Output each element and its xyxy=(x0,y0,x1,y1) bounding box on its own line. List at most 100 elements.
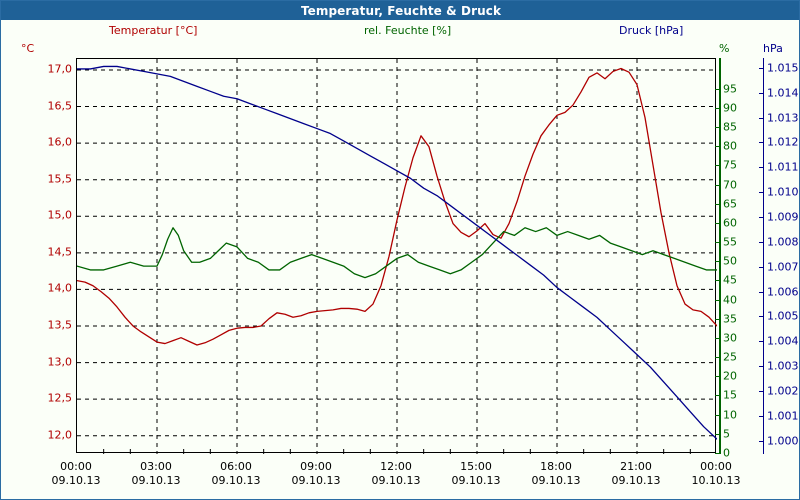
y-tick-humidity xyxy=(715,165,719,167)
x-tick-date: 09.10.13 xyxy=(51,474,101,487)
y-tick-label-humidity: 25 xyxy=(723,350,737,364)
y-tick-pressure xyxy=(759,291,763,293)
y-tick-humidity xyxy=(715,261,719,263)
y-tick-label-humidity: 10 xyxy=(723,408,737,422)
series-line-right1 xyxy=(77,227,717,279)
series-line-left xyxy=(77,67,717,346)
y-tick-label-temp: 16,0 xyxy=(47,135,73,149)
y-tick-humidity xyxy=(715,453,719,454)
y-tick-pressure xyxy=(759,390,763,392)
y-tick-pressure xyxy=(759,366,763,368)
y-tick-label-humidity: 40 xyxy=(723,293,737,307)
x-tick-date: 09.10.13 xyxy=(451,474,501,487)
x-axis-labels: 00:00 09.10.13 03:00 09.10.13 06:00 09.10.13 0… xyxy=(1,460,799,499)
y-tick-label-humidity: 70 xyxy=(723,178,737,192)
y-tick-humidity xyxy=(715,280,719,282)
x-tick-label: 18:00 09.10.13 xyxy=(532,460,581,488)
y-tick-humidity xyxy=(715,337,719,339)
y-tick-label-pressure: 1.010 xyxy=(767,185,799,199)
y-tick-label-pressure: 1.012 xyxy=(767,135,799,149)
y-tick-pressure xyxy=(759,440,763,442)
y-tick-humidity xyxy=(715,433,719,435)
y-tick-humidity xyxy=(715,376,719,378)
y-tick-humidity xyxy=(715,127,719,129)
y-tick-humidity xyxy=(715,88,719,90)
y-axis-right-pressure-labels: 1.000 1.001 1.002 1.003 1.004 1.005 1.006 1.007… xyxy=(767,58,799,453)
y-tick-label-pressure: 1.014 xyxy=(767,86,799,100)
y-tick-pressure xyxy=(759,415,763,417)
y-tick-label-pressure: 1.013 xyxy=(767,111,799,125)
y-tick-label-pressure: 1.015 xyxy=(767,61,799,75)
y-tick-label-pressure: 1.005 xyxy=(767,309,799,323)
y-axis-left-labels: 12,0 12,5 13,0 13,5 14,0 14,5 15,0 15,5 16,0 16,5… xyxy=(1,58,73,453)
y-tick-label-humidity: 75 xyxy=(723,158,737,172)
x-tick-label: 00:00 09.10.13 xyxy=(52,460,101,488)
window-title-bar: Temperatur, Feuchte & Druck xyxy=(1,1,799,20)
y-tick-label-pressure: 1.004 xyxy=(767,334,799,348)
y-tick-label-temp: 15,5 xyxy=(47,172,73,186)
x-tick-time: 00:00 xyxy=(60,460,92,473)
x-tick-date: 09.10.13 xyxy=(611,474,661,487)
y-tick-humidity xyxy=(715,146,719,148)
y-tick-humidity xyxy=(715,242,719,244)
y-tick-humidity xyxy=(715,184,719,186)
y-tick-pressure xyxy=(759,67,763,69)
x-tick-label: 12:00 09.10.13 xyxy=(372,460,421,488)
y-tick-label-pressure: 1.001 xyxy=(767,409,799,423)
y-tick-label-humidity: 35 xyxy=(723,312,737,326)
y-tick-pressure xyxy=(759,192,763,194)
y-tick-label-humidity: 65 xyxy=(723,197,737,211)
y-axis-right-humidity-labels: 0 5 10 15 20 25 30 35 40 45 50 55 60 65 70 75 80 85 90 95 xyxy=(723,58,763,459)
y-tick-label-pressure: 1.006 xyxy=(767,285,799,299)
y-tick-label-temp: 17,0 xyxy=(47,62,73,76)
y-tick-pressure xyxy=(759,316,763,318)
axis-unit-celsius: °C xyxy=(21,42,35,55)
x-tick-label: 03:00 09.10.13 xyxy=(132,460,181,488)
y-tick-pressure xyxy=(759,117,763,119)
y-tick-label-pressure: 1.002 xyxy=(767,384,799,398)
x-tick-time: 09:00 xyxy=(300,460,332,473)
y-tick-humidity xyxy=(715,395,719,397)
y-tick-pressure xyxy=(759,266,763,268)
legend-pressure: Druck [hPa] xyxy=(619,24,684,37)
grid-layer xyxy=(77,59,717,454)
x-tick-time: 00:00 xyxy=(700,460,732,473)
x-tick-time: 06:00 xyxy=(220,460,252,473)
x-tick-date: 09.10.13 xyxy=(211,474,261,487)
y-tick-pressure xyxy=(759,92,763,94)
axis-unit-hpa: hPa xyxy=(763,42,783,55)
y-tick-label-temp: 15,0 xyxy=(47,208,73,222)
y-tick-pressure xyxy=(759,341,763,343)
x-tick-date: 09.10.13 xyxy=(531,474,581,487)
y-tick-humidity xyxy=(715,107,719,109)
y-tick-label-pressure: 1.008 xyxy=(767,235,799,249)
y-tick-label-pressure: 1.003 xyxy=(767,359,799,373)
y-tick-humidity xyxy=(715,222,719,224)
y-tick-pressure xyxy=(759,167,763,169)
x-tick-date: 10.10.13 xyxy=(691,474,741,487)
y-tick-label-temp: 13,0 xyxy=(47,355,73,369)
y-tick-label-humidity: 60 xyxy=(723,216,737,230)
y-tick-humidity xyxy=(715,203,719,205)
data-layer xyxy=(77,65,717,440)
y-tick-label-humidity: 50 xyxy=(723,254,737,268)
axis-unit-percent: % xyxy=(719,42,730,55)
series-line-right2 xyxy=(77,65,717,440)
y-tick-humidity xyxy=(715,299,719,301)
x-tick-time: 12:00 xyxy=(380,460,412,473)
y-tick-label-temp: 12,0 xyxy=(47,428,73,442)
y-tick-label-temp: 13,5 xyxy=(47,318,73,332)
x-tick-label: 00:00 10.10.13 xyxy=(692,460,741,488)
x-tick-date: 09.10.13 xyxy=(371,474,421,487)
y-tick-pressure xyxy=(759,142,763,144)
y-axis-right-pressure-spine xyxy=(763,58,764,454)
y-tick-humidity xyxy=(715,357,719,359)
y-tick-label-temp: 14,5 xyxy=(47,245,73,259)
x-tick-label: 15:00 09.10.13 xyxy=(452,460,501,488)
x-tick-time: 03:00 xyxy=(140,460,172,473)
x-tick-label: 21:00 09.10.13 xyxy=(612,460,661,488)
y-tick-label-pressure: 1.000 xyxy=(767,434,799,448)
y-tick-label-humidity: 45 xyxy=(723,273,737,287)
legend-humidity: rel. Feuchte [%] xyxy=(364,24,452,37)
